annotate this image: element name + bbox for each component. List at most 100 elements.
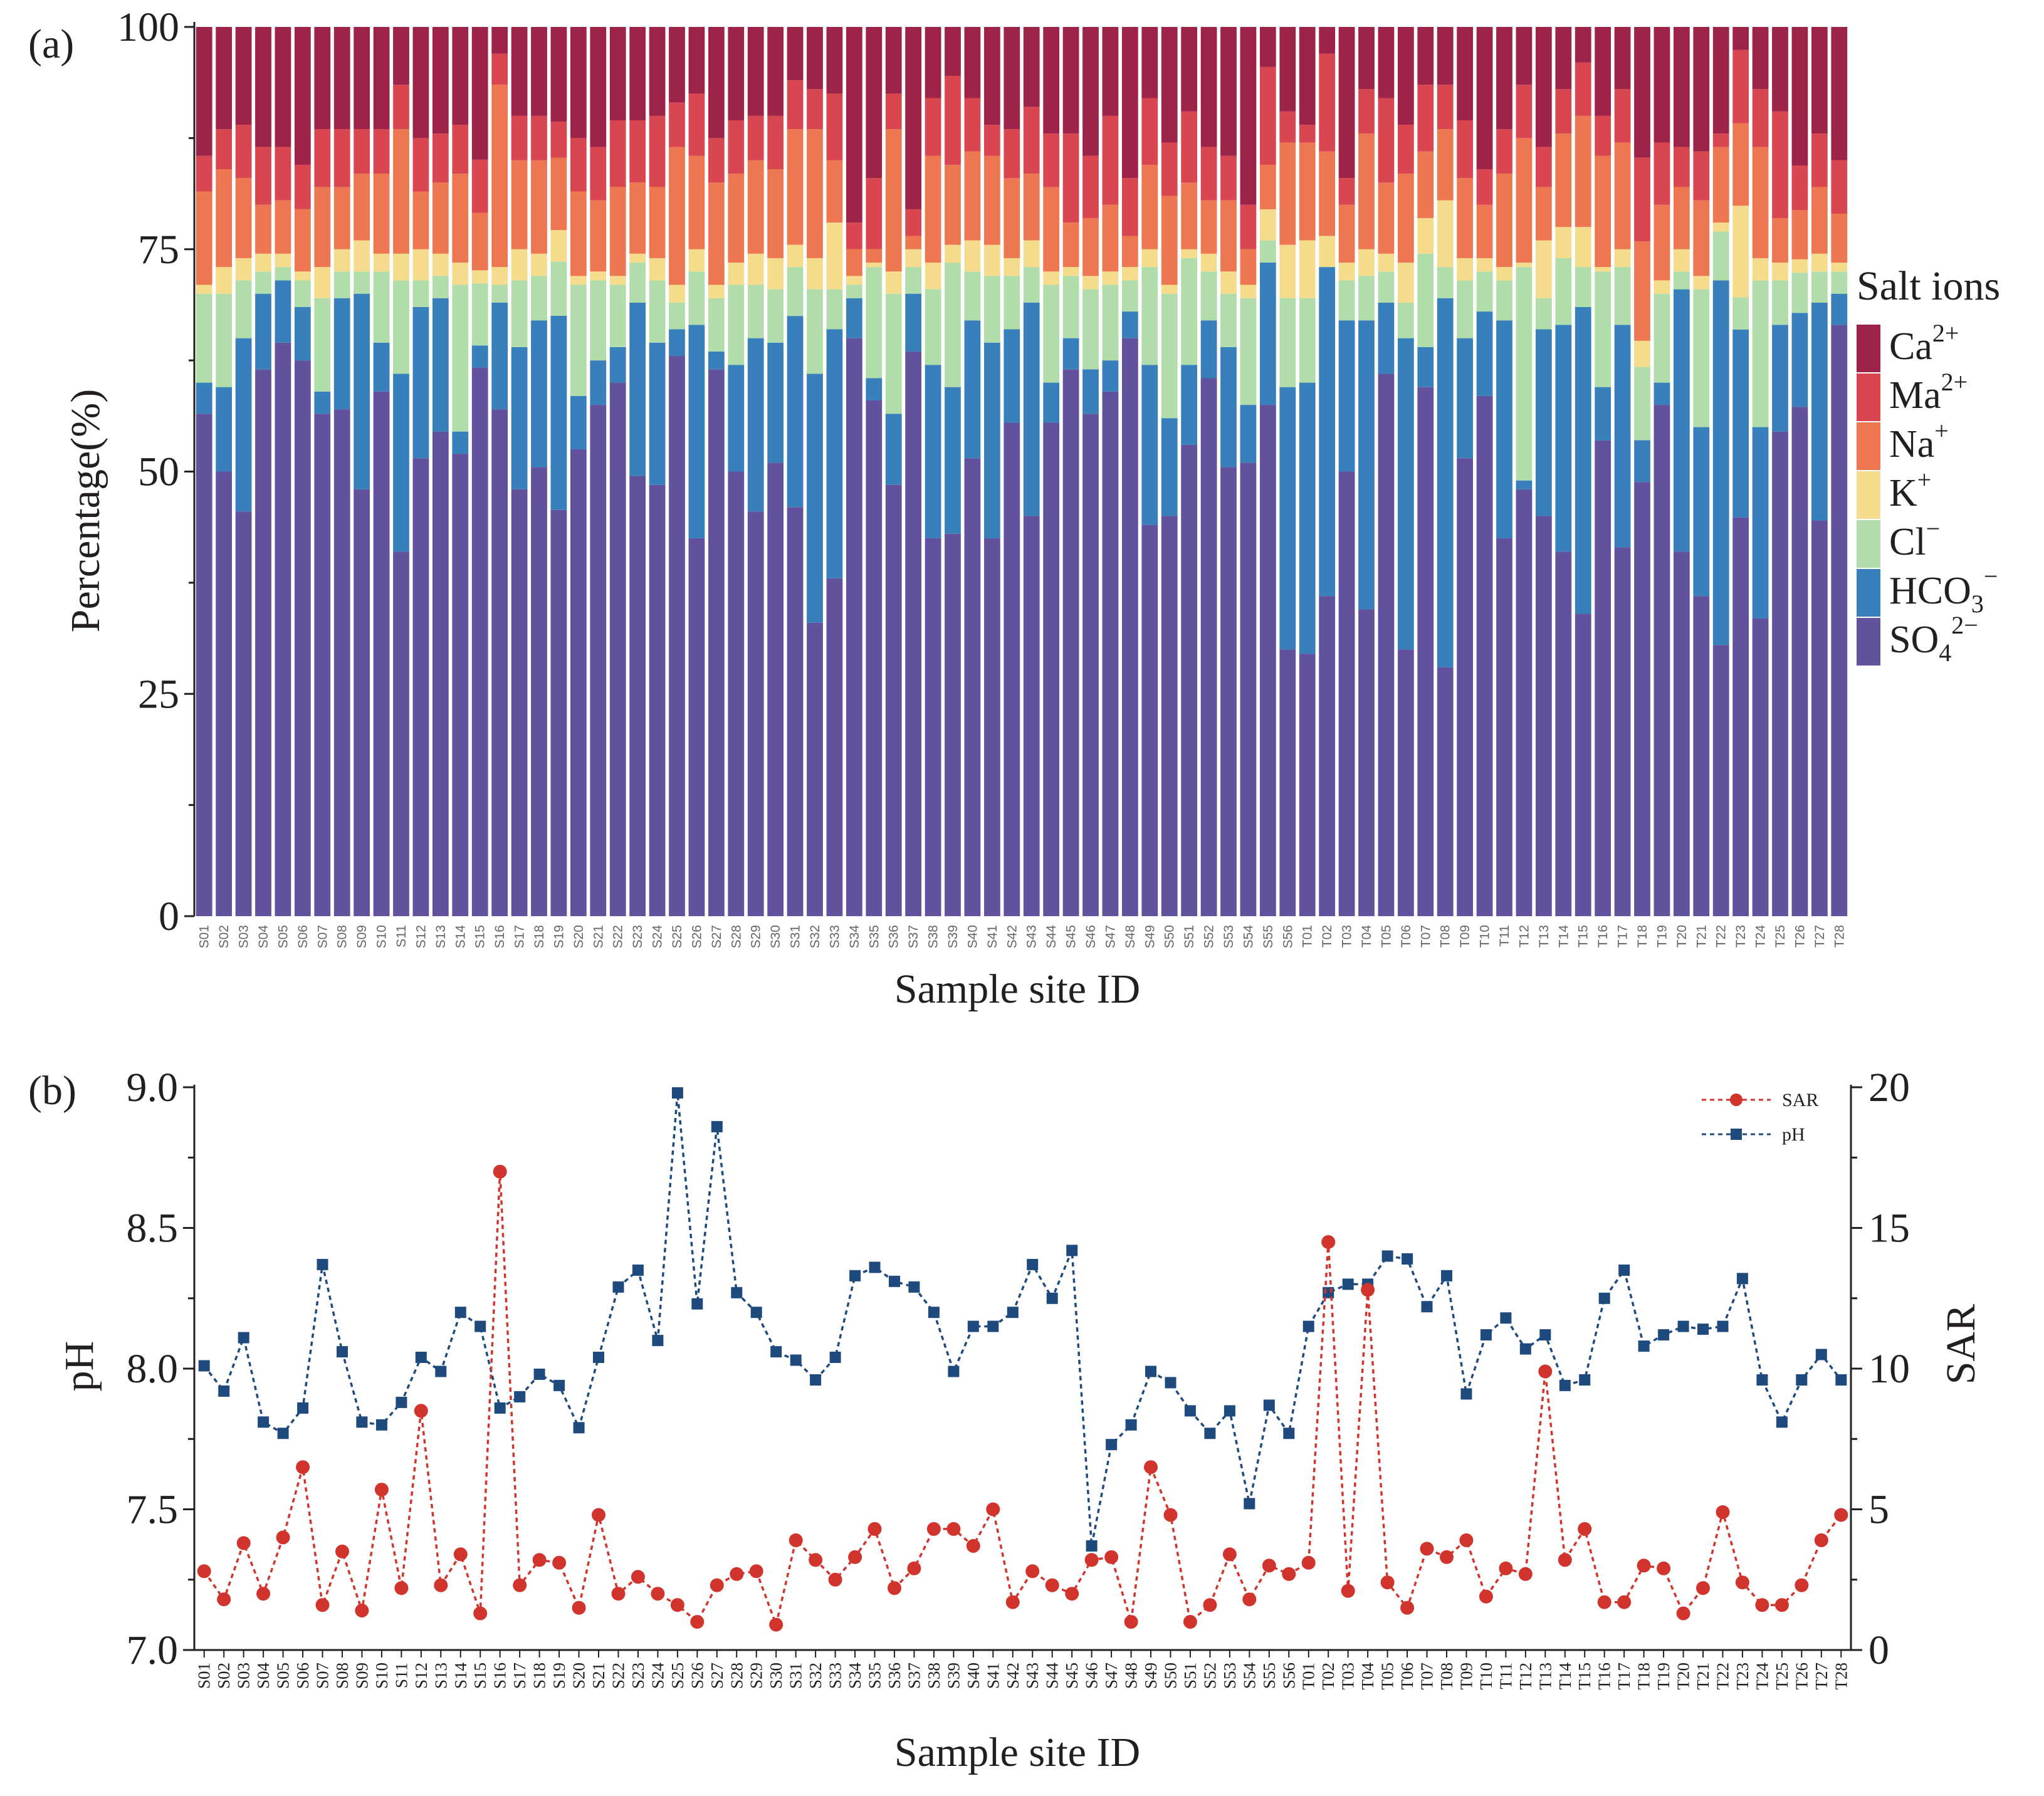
x-tick-label: S23 — [631, 925, 645, 948]
bar-segment — [1595, 155, 1612, 268]
x-tick-label: S05 — [274, 1663, 293, 1689]
bar-segment — [905, 351, 922, 916]
bar-segment — [1811, 133, 1828, 187]
bar-segment — [945, 387, 961, 534]
bar-segment — [1831, 293, 1848, 325]
bar-segment — [1259, 240, 1276, 263]
point-ph — [1145, 1365, 1156, 1377]
point-ph — [869, 1261, 881, 1273]
bar-segment — [1673, 289, 1690, 552]
bar-segment — [452, 285, 469, 432]
bar-segment — [255, 271, 271, 294]
x-tick-label: S54 — [1241, 925, 1255, 949]
bar-segment — [471, 212, 488, 271]
bar-segment — [983, 538, 1000, 916]
bar-segment — [432, 298, 449, 432]
bar-segment — [196, 27, 212, 156]
bar-segment — [1575, 115, 1591, 227]
x-tick-label: T05 — [1379, 925, 1393, 948]
bar-segment — [1437, 85, 1454, 130]
point-sar — [1242, 1592, 1257, 1607]
bar-segment — [1791, 165, 1808, 211]
bar-segment — [216, 471, 233, 916]
x-tick-label: T04 — [1358, 1663, 1377, 1690]
bar-segment — [275, 253, 291, 268]
bar-segment — [826, 27, 843, 94]
bar-segment — [590, 147, 607, 201]
point-sar — [828, 1572, 842, 1587]
x-tick-label: T01 — [1299, 1663, 1318, 1690]
point-sar — [651, 1587, 665, 1601]
bar-segment — [1535, 298, 1552, 330]
bar-segment — [314, 391, 331, 414]
bar-segment — [294, 209, 311, 272]
x-tick-label: S35 — [867, 925, 881, 948]
bar-segment — [747, 285, 764, 338]
bar-segment — [826, 93, 843, 160]
x-tick-label: T18 — [1635, 925, 1650, 948]
bar-segment — [1496, 27, 1512, 130]
bar-segment — [807, 373, 823, 623]
bar-segment — [1654, 382, 1670, 405]
point-sar — [552, 1555, 567, 1570]
point-ph — [1204, 1428, 1216, 1439]
bar-segment — [708, 351, 725, 370]
bar-segment — [1811, 253, 1828, 272]
bar-segment — [412, 306, 429, 459]
point-ph — [494, 1402, 506, 1414]
x-tick-label: S24 — [651, 925, 665, 949]
bar-segment — [354, 129, 370, 174]
bar-segment — [1338, 280, 1355, 321]
bar-segment — [412, 458, 429, 916]
bar-segment — [787, 27, 804, 81]
point-ph — [1263, 1399, 1275, 1411]
x-tick-label: S48 — [1123, 925, 1138, 948]
bar-segment — [1732, 517, 1749, 916]
bar-segment — [1654, 405, 1670, 916]
bar-segment — [196, 285, 212, 294]
x-tick-label: S49 — [1141, 1663, 1160, 1689]
bar-segment — [255, 147, 271, 205]
bar-segment — [1121, 311, 1138, 338]
x-tick-label: S09 — [355, 925, 369, 948]
bar-segment — [688, 538, 705, 916]
point-ph — [770, 1346, 782, 1358]
bar-segment — [807, 89, 823, 130]
x-tick-label: T02 — [1319, 1663, 1338, 1690]
x-tick-label: S42 — [1005, 925, 1019, 948]
point-ph — [1519, 1343, 1531, 1355]
x-tick-label: S17 — [513, 925, 527, 948]
x-tick-label: T24 — [1753, 1663, 1771, 1690]
bar-segment — [925, 289, 941, 365]
bar-segment — [1004, 329, 1020, 423]
bar-segment — [452, 454, 469, 916]
bar-segment — [1772, 325, 1788, 432]
bar-segment — [1378, 98, 1395, 183]
bar-segment — [925, 263, 941, 290]
point-sar — [335, 1544, 349, 1558]
point-ph — [691, 1298, 703, 1310]
bar-segment — [1437, 667, 1454, 916]
point-sar — [532, 1553, 547, 1567]
bar-segment — [1141, 249, 1158, 268]
point-ph — [829, 1352, 841, 1363]
bar-segment — [1161, 196, 1178, 285]
bar-segment — [1200, 27, 1217, 147]
point-sar — [513, 1578, 527, 1592]
bar-segment — [1535, 516, 1552, 916]
bar-segment — [905, 249, 922, 268]
panel-b-label: (b) — [28, 1068, 76, 1114]
bar-segment — [412, 280, 429, 307]
x-tick-label: S43 — [1025, 925, 1039, 948]
point-sar — [1400, 1600, 1415, 1615]
bar-segment — [1240, 285, 1257, 298]
point-sar — [473, 1606, 488, 1621]
x-tick-label: S08 — [335, 925, 350, 948]
point-sar — [1163, 1508, 1178, 1522]
bar-segment — [905, 236, 922, 249]
bar-segment — [983, 125, 1000, 156]
bar-segment — [1378, 182, 1395, 254]
bar-segment — [688, 325, 705, 538]
bar-segment — [1102, 391, 1119, 916]
x-tick-label: S04 — [254, 1663, 273, 1689]
